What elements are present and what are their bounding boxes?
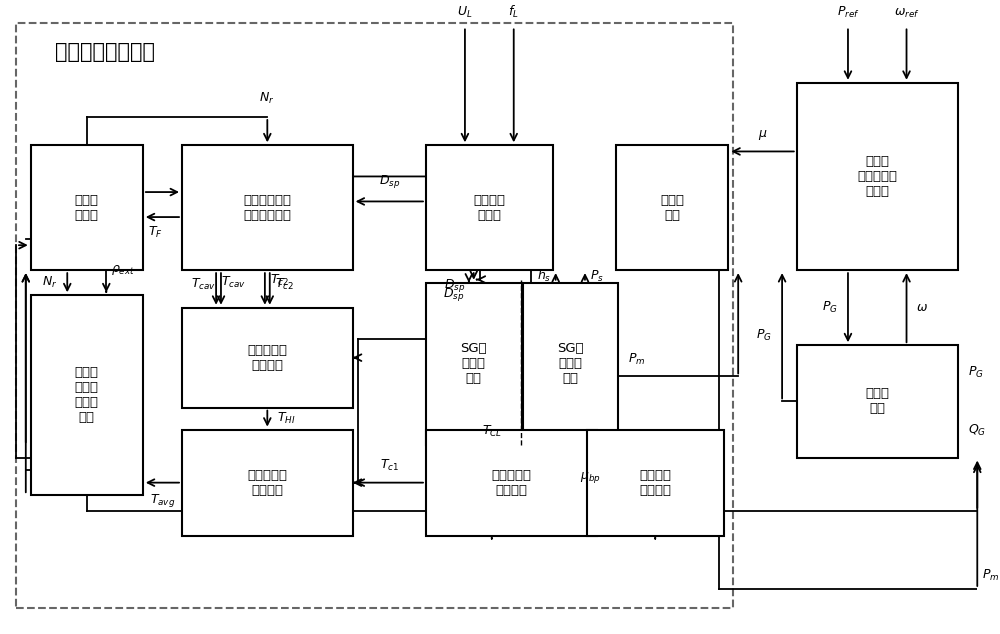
Text: 冷却剂冷线
温度模块: 冷却剂冷线 温度模块 <box>491 469 531 496</box>
Text: $T_{CL}$: $T_{CL}$ <box>482 424 502 439</box>
Bar <box>182 429 353 536</box>
Text: $P_s$: $P_s$ <box>590 269 604 284</box>
Bar <box>797 82 958 270</box>
Text: $T_F$: $T_F$ <box>148 224 163 240</box>
Bar <box>523 283 618 445</box>
Text: $D_{sp}$: $D_{sp}$ <box>444 277 465 294</box>
Text: 汽轮机
电液调速系
统模块: 汽轮机 电液调速系 统模块 <box>857 155 897 198</box>
Text: 汽轮机
模块: 汽轮机 模块 <box>660 194 684 222</box>
Bar <box>31 145 143 270</box>
Text: 反应堆
功率控
制系统
模块: 反应堆 功率控 制系统 模块 <box>75 366 99 424</box>
Text: 中子动
态模块: 中子动 态模块 <box>75 194 99 222</box>
Text: $T_{HI}$: $T_{HI}$ <box>277 411 296 426</box>
Text: $\omega_{ref}$: $\omega_{ref}$ <box>894 7 919 20</box>
Text: $P_m$: $P_m$ <box>982 567 1000 583</box>
Text: 发电机
模块: 发电机 模块 <box>865 387 889 415</box>
Text: $h_s$: $h_s$ <box>537 268 551 285</box>
Bar <box>182 307 353 408</box>
Text: $\rho_{ext}$: $\rho_{ext}$ <box>111 263 135 277</box>
Text: $P_G$: $P_G$ <box>822 300 838 315</box>
Text: SG一
回路侧
模块: SG一 回路侧 模块 <box>460 342 487 385</box>
Bar <box>426 145 553 270</box>
Text: 堆芯燃料及冷
却剂温度模块: 堆芯燃料及冷 却剂温度模块 <box>243 194 291 222</box>
Text: $T_{cav}$: $T_{cav}$ <box>221 275 246 290</box>
Text: $T_{avg}$: $T_{avg}$ <box>150 492 175 509</box>
Text: 冷却剂热线
温度模块: 冷却剂热线 温度模块 <box>247 344 287 372</box>
Text: $P_m$: $P_m$ <box>628 352 645 367</box>
Text: $\mu$: $\mu$ <box>758 128 767 142</box>
Text: $P_G$: $P_G$ <box>756 328 772 344</box>
Text: 冷却剂主
泵模块: 冷却剂主 泵模块 <box>473 194 505 222</box>
Text: 一回路平均
温度模块: 一回路平均 温度模块 <box>247 469 287 496</box>
Text: $f_L$: $f_L$ <box>508 4 519 20</box>
Text: $T_{c2}$: $T_{c2}$ <box>270 273 289 288</box>
Bar <box>616 145 728 270</box>
Text: $\mu_{bp}$: $\mu_{bp}$ <box>580 470 601 485</box>
Bar <box>797 345 958 458</box>
Text: $T_{c2}$: $T_{c2}$ <box>275 276 294 292</box>
Bar <box>587 429 724 536</box>
Text: $T_{cav}$: $T_{cav}$ <box>191 276 216 292</box>
Text: $T_{c1}$: $T_{c1}$ <box>380 458 399 473</box>
Text: $Q_G$: $Q_G$ <box>968 424 986 438</box>
Text: $\omega$: $\omega$ <box>916 301 928 314</box>
Bar <box>182 145 353 270</box>
Bar <box>31 295 143 495</box>
Text: $D_{sp}$: $D_{sp}$ <box>443 286 464 303</box>
Text: $U_L$: $U_L$ <box>457 5 473 20</box>
Text: 旁路调节
系统模块: 旁路调节 系统模块 <box>639 469 671 496</box>
Bar <box>426 429 597 536</box>
Text: SG二
回路侧
模块: SG二 回路侧 模块 <box>557 342 584 385</box>
Text: $N_r$: $N_r$ <box>42 275 58 290</box>
Text: 压水堆一回路系统: 压水堆一回路系统 <box>55 42 155 62</box>
Text: $D_{sp}$: $D_{sp}$ <box>379 173 400 190</box>
Bar <box>426 283 522 445</box>
Text: $N_r$: $N_r$ <box>259 91 275 106</box>
Text: $P_G$: $P_G$ <box>968 365 983 380</box>
Bar <box>16 23 733 607</box>
Text: $P_{ref}$: $P_{ref}$ <box>837 5 859 20</box>
